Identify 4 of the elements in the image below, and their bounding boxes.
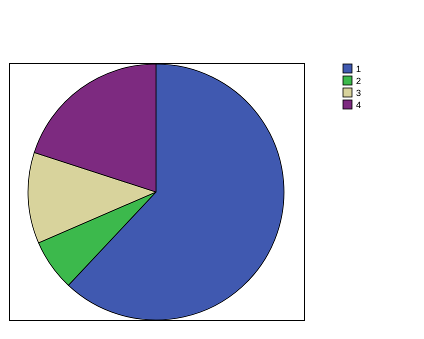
legend-label: 4 <box>356 100 362 110</box>
legend-label: 2 <box>356 76 362 86</box>
legend-label: 1 <box>356 64 362 74</box>
legend-label: 3 <box>356 88 362 98</box>
